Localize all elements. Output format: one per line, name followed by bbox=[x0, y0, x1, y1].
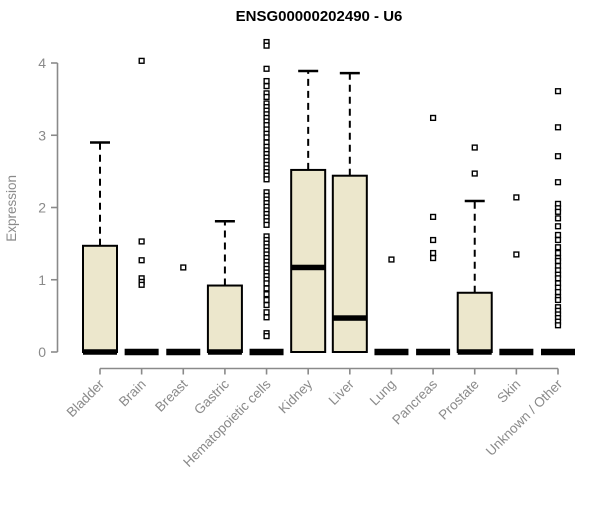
box-group-lung bbox=[374, 256, 409, 356]
box-group-bladder bbox=[82, 141, 118, 355]
outlier-point bbox=[263, 296, 270, 304]
outlier-point bbox=[263, 176, 270, 183]
x-category-label: Brain bbox=[116, 377, 149, 410]
outlier-point bbox=[263, 134, 270, 141]
median-line bbox=[83, 349, 117, 355]
y-axis-title: Expression bbox=[4, 174, 19, 242]
outlier-point bbox=[429, 114, 437, 122]
outlier-point bbox=[554, 244, 562, 251]
outlier-point bbox=[554, 124, 562, 131]
iqr-box bbox=[456, 291, 493, 354]
outlier-point bbox=[180, 264, 187, 271]
collapsed-box bbox=[416, 348, 451, 356]
outlier-point bbox=[429, 213, 437, 220]
x-category-label: Breast bbox=[152, 376, 190, 414]
outlier-point bbox=[263, 291, 270, 298]
outlier-point bbox=[263, 309, 270, 316]
outlier-point bbox=[429, 254, 437, 262]
iqr-box bbox=[206, 284, 243, 353]
outlier-point bbox=[263, 93, 270, 101]
collapsed-box bbox=[124, 348, 159, 356]
collapsed-box bbox=[374, 348, 409, 356]
x-category-label: Lung bbox=[367, 377, 399, 409]
x-category-label: Bladder bbox=[64, 376, 108, 420]
outlier-point bbox=[513, 194, 520, 201]
box-group-brain bbox=[124, 57, 159, 356]
outlier-point bbox=[554, 296, 562, 304]
outlier-point bbox=[263, 83, 270, 90]
box-group-pancreas bbox=[416, 114, 451, 356]
y-tick-label: 4 bbox=[38, 55, 46, 71]
box-group-kidney bbox=[290, 69, 327, 353]
outlier-point bbox=[554, 288, 562, 296]
iqr-box bbox=[82, 244, 118, 353]
outlier-point bbox=[429, 249, 437, 257]
x-category-label: Pancreas bbox=[389, 376, 440, 427]
outlier-point bbox=[263, 333, 270, 340]
y-tick-label: 1 bbox=[38, 272, 46, 288]
x-category-label: Kidney bbox=[276, 376, 316, 416]
outlier-point bbox=[429, 236, 437, 244]
y-axis-title-wrap: Expression bbox=[4, 63, 19, 353]
outlier-point bbox=[263, 42, 270, 49]
outlier-point bbox=[554, 322, 562, 329]
outlier-point bbox=[263, 65, 270, 72]
outlier-point bbox=[513, 251, 520, 258]
outlier-point bbox=[263, 280, 270, 287]
chart-title: ENSG00000202490 - U6 bbox=[235, 8, 403, 25]
box-group-prostate bbox=[456, 144, 493, 355]
outlier-point bbox=[471, 144, 478, 151]
box-group-hematopoietic-cells bbox=[249, 38, 284, 356]
outlier-point bbox=[263, 221, 270, 228]
y-tick-label: 3 bbox=[38, 127, 46, 143]
box-group-gastric bbox=[206, 219, 243, 355]
outlier-point bbox=[263, 77, 270, 85]
iqr-box bbox=[290, 168, 327, 353]
y-tick-label: 0 bbox=[38, 344, 46, 360]
outlier-point bbox=[263, 285, 270, 292]
x-category-label: Skin bbox=[494, 377, 523, 406]
collapsed-box bbox=[166, 348, 201, 356]
x-category-label: Liver bbox=[326, 376, 358, 408]
median-line bbox=[207, 349, 242, 355]
y-axis: 0 1 2 3 4 bbox=[38, 55, 59, 360]
box-group-breast bbox=[166, 264, 201, 356]
outlier-point bbox=[263, 314, 270, 321]
outlier-point bbox=[554, 236, 562, 244]
outlier-point bbox=[554, 88, 562, 95]
outlier-point bbox=[554, 179, 562, 186]
outlier-point bbox=[388, 256, 395, 263]
outlier-point bbox=[554, 257, 562, 265]
box-group-liver bbox=[331, 71, 368, 353]
y-tick-label: 2 bbox=[38, 200, 46, 216]
outlier-point bbox=[138, 257, 145, 264]
x-category-label: Prostate bbox=[436, 377, 482, 423]
iqr-box bbox=[331, 174, 368, 353]
outlier-point bbox=[554, 208, 562, 215]
x-category-label: Unknown / Other bbox=[483, 376, 566, 459]
x-category-label: Gastric bbox=[191, 376, 232, 417]
outlier-point bbox=[554, 153, 562, 160]
outlier-point bbox=[138, 57, 145, 64]
outlier-point bbox=[554, 215, 562, 222]
box-group-skin bbox=[499, 194, 534, 356]
median-line bbox=[332, 315, 367, 321]
outlier-point bbox=[554, 249, 562, 257]
outlier-point bbox=[554, 231, 562, 239]
outlier-point bbox=[471, 170, 478, 177]
outlier-point bbox=[554, 223, 562, 230]
box-group-unknown-other bbox=[541, 88, 575, 356]
outlier-point bbox=[138, 281, 145, 288]
outlier-point bbox=[554, 275, 562, 282]
median-line bbox=[291, 264, 326, 271]
median-line bbox=[457, 349, 492, 355]
collapsed-box bbox=[249, 348, 284, 356]
collapsed-box bbox=[541, 348, 575, 356]
outlier-point bbox=[263, 301, 270, 309]
outlier-point bbox=[138, 238, 145, 245]
collapsed-box bbox=[499, 348, 534, 356]
